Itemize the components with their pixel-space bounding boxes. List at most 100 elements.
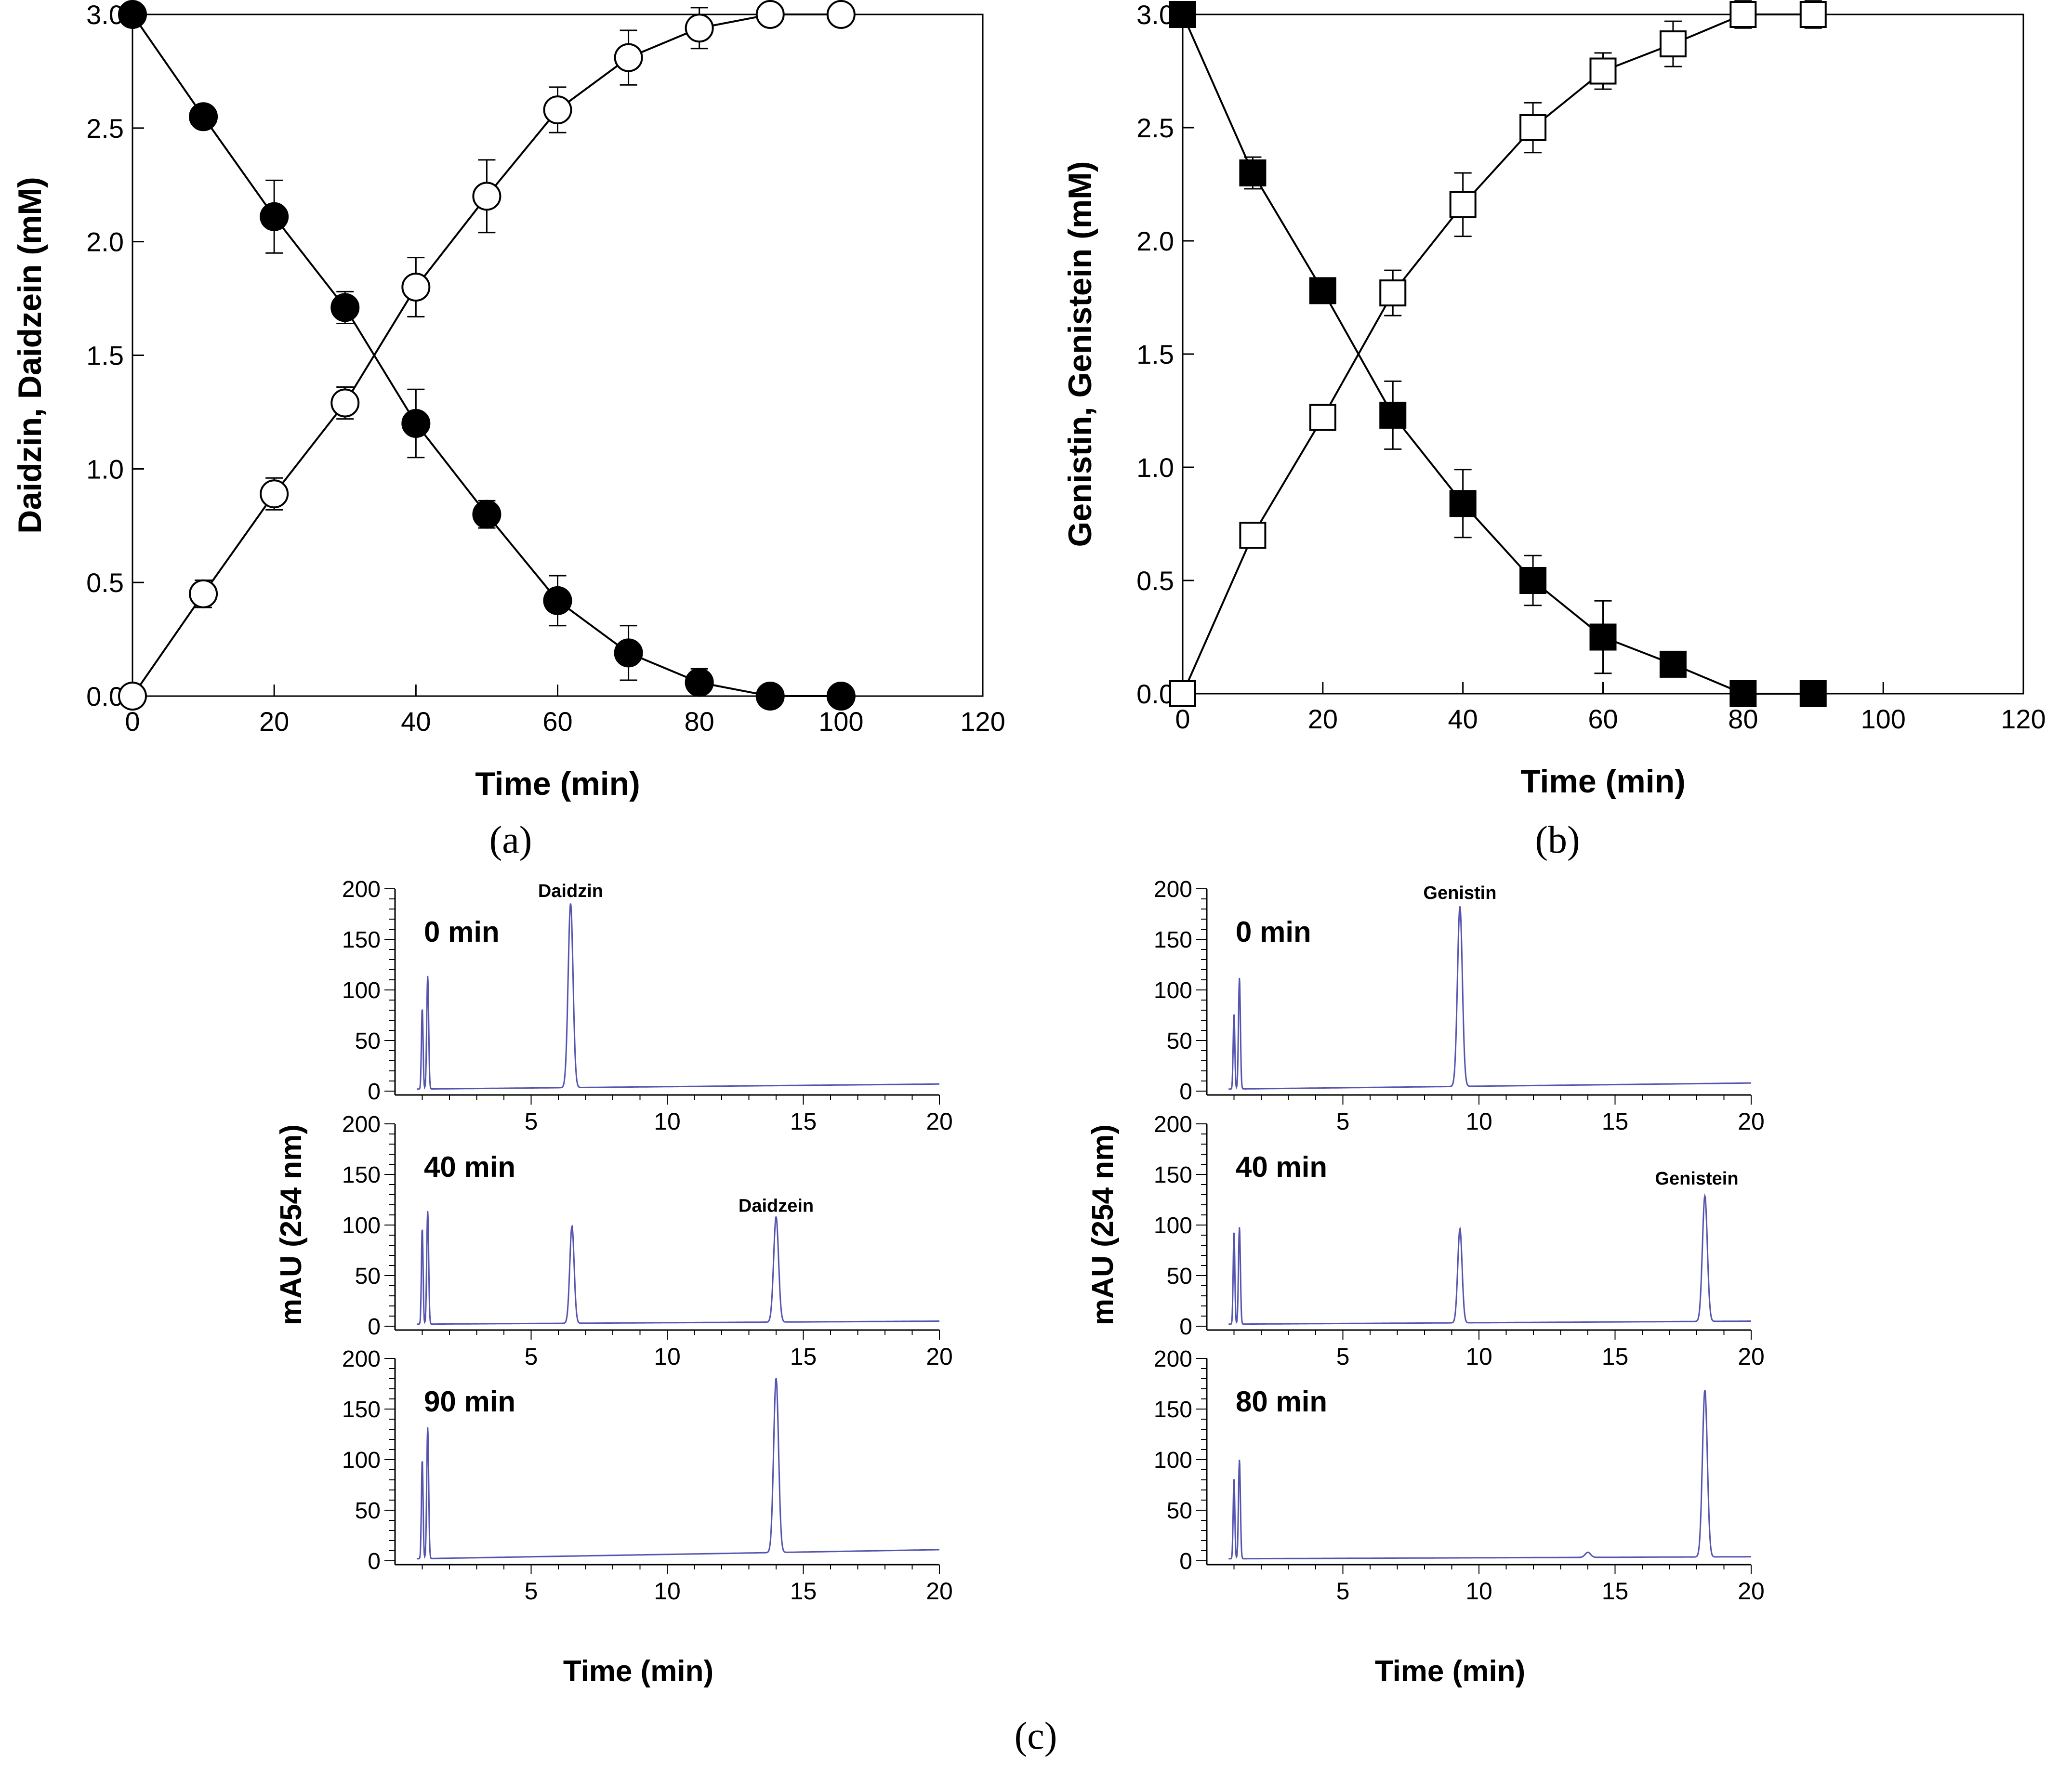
chrom-0-1-trace	[417, 1211, 939, 1325]
chrom-1-0-trace	[1228, 906, 1751, 1090]
chrom-1-0-y-tick-label: 150	[1154, 927, 1192, 953]
chrom-0-1-peak-annotation: Daidzein	[739, 1196, 814, 1216]
chrom-1-1-y-tick-label: 0	[1179, 1314, 1192, 1340]
genistein-point	[1449, 191, 1477, 218]
panel-b-y-axis-label: Genistin, Genistein (mM)	[1062, 161, 1098, 547]
chrom-1-1-x-tick-label: 10	[1465, 1343, 1492, 1370]
chrom-0-2-x-tick-label: 15	[790, 1578, 817, 1605]
chrom-0-0-peak-annotation: Daidzin	[538, 881, 603, 901]
chrom-0-1-x-tick-label: 10	[654, 1343, 681, 1370]
daidzin-point	[189, 102, 218, 132]
panel-b-y-tick-label: 3.0	[1136, 0, 1174, 30]
chrom-1-1-time-label: 40 min	[1236, 1151, 1327, 1183]
daidzein-point	[260, 479, 289, 509]
panel-b-y-tick-label: 2.0	[1136, 226, 1174, 256]
chrom-1-2-y-tick-label: 50	[1167, 1498, 1192, 1524]
genistin-point	[1239, 159, 1267, 186]
genistin-point	[1659, 650, 1687, 678]
chrom-1-2-y-tick-label: 200	[1154, 1346, 1192, 1372]
chrom-1-1-y-tick-label: 50	[1167, 1264, 1192, 1289]
series-daidzein-line	[132, 13, 841, 697]
panel-a-x-axis-label: Time (min)	[475, 765, 640, 802]
chrom-1-2-y-tick-label: 150	[1154, 1397, 1192, 1423]
genistein-point	[1659, 30, 1687, 58]
genistein-point	[1519, 114, 1547, 141]
chrom-1-2-y-tick-label: 0	[1179, 1549, 1192, 1574]
daidzin-point	[118, 0, 147, 29]
panel-b-x-tick-label: 20	[1308, 704, 1338, 734]
chrom-0-1-x-tick-label: 20	[926, 1343, 953, 1370]
chrom-1-2-x-tick-label: 10	[1465, 1578, 1492, 1605]
chrom-1-0-x-tick-label: 10	[1465, 1108, 1492, 1135]
genistin-point	[1169, 1, 1196, 28]
daidzin-point	[685, 668, 714, 697]
panel-b-chart: 0 20 40 60 80 100 120 0.0 0.5 1.0 1.5 2.0 2.5 3.0 Time…	[1062, 0, 2046, 800]
panel-a-y-tick-label: 0.0	[86, 681, 124, 712]
daidzein-point	[614, 43, 643, 72]
panel-a-y-tick-label: 1.0	[86, 454, 124, 484]
daidzein-point	[118, 682, 147, 711]
daidzin-point	[330, 293, 360, 322]
chrom-0-2-y-tick-label: 100	[342, 1448, 381, 1473]
panel-a-y-axis-label: Daidzin, Daidzein (mM)	[12, 177, 48, 533]
panel-b-x-tick-label: 40	[1448, 704, 1478, 734]
chrom-0-0-y-tick-label: 50	[355, 1028, 381, 1054]
genistein-point	[1169, 680, 1196, 707]
caption-b: (b)	[1535, 819, 1580, 861]
panel-b-x-tick-label: 60	[1588, 704, 1618, 734]
chrom-1-0-y-tick-label: 0	[1179, 1079, 1192, 1105]
genistin-point	[1729, 680, 1757, 707]
chrom-0-2-x-tick-label: 10	[654, 1578, 681, 1605]
chrom-0-0-y-tick-label: 0	[368, 1079, 381, 1105]
chrom-1-1-y-tick-label: 200	[1154, 1112, 1192, 1137]
chrom-0-1-y-tick-label: 200	[342, 1112, 381, 1137]
panel-a-x-tick-label: 0	[125, 706, 140, 737]
genistin-point	[1799, 680, 1827, 707]
genistin-point	[1449, 490, 1477, 517]
chrom-1-1-y-tick-label: 150	[1154, 1162, 1192, 1188]
chrom-1-2-y-tick-label: 100	[1154, 1448, 1192, 1473]
daidzin-point	[826, 682, 856, 711]
chrom-1-y-axis-label: mAU (254 nm)	[1086, 1124, 1120, 1325]
chrom-1-1-x-tick-label: 20	[1738, 1343, 1765, 1370]
chrom-1-1-peak-annotation: Genistein	[1655, 1169, 1738, 1189]
daidzein-point	[330, 388, 360, 418]
chrom-0-0-x-tick-label: 15	[790, 1108, 817, 1135]
panel-b-y-tick-label: 0.0	[1136, 679, 1174, 709]
chrom-1-0-y-tick-label: 200	[1154, 877, 1192, 902]
chrom-1-0-y-tick-label: 50	[1167, 1028, 1192, 1054]
daidzein-point	[543, 95, 572, 125]
daidzin-point	[401, 409, 431, 438]
panel-b-x-tick-label: 0	[1175, 704, 1190, 734]
chrom-1-2-x-tick-label: 15	[1602, 1578, 1629, 1605]
chrom-0-1-y-tick-label: 100	[342, 1213, 381, 1239]
chrom-1-2-x-tick-label: 5	[1336, 1578, 1350, 1605]
series-genistein-line	[1182, 13, 1813, 694]
chrom-1-1-y-tick-label: 100	[1154, 1213, 1192, 1239]
chrom-0-2-y-tick-label: 0	[368, 1549, 381, 1574]
chrom-0-1-x-tick-label: 5	[525, 1343, 538, 1370]
panel-b-y-tick-label: 2.5	[1136, 113, 1174, 143]
chrom-0-2-y-tick-label: 200	[342, 1346, 381, 1372]
genistein-point	[1309, 404, 1336, 431]
daidzin-point	[755, 682, 785, 711]
genistein-point	[1589, 57, 1617, 85]
panel-b-y-tick-label: 1.5	[1136, 339, 1174, 369]
chrom-0-y-axis-label: mAU (254 nm)	[275, 1124, 308, 1325]
panel-a-x-tick-label: 80	[685, 706, 714, 737]
panel-a-y-tick-label: 2.5	[86, 113, 124, 144]
chrom-0-0-y-tick-label: 150	[342, 927, 381, 953]
panel-a-x-tick-label: 100	[818, 706, 863, 737]
chrom-0-1-y-tick-label: 50	[355, 1264, 381, 1289]
chrom-0-0-x-tick-label: 20	[926, 1108, 953, 1135]
genistin-point	[1519, 567, 1547, 594]
daidzein-point	[401, 273, 431, 302]
panel-a-y-tick-label: 2.0	[86, 227, 124, 257]
panel-a-x-tick-label: 20	[259, 706, 289, 737]
chrom-0-0-y-tick-label: 100	[342, 978, 381, 1003]
caption-c: (c)	[1015, 1715, 1057, 1757]
daidzein-point	[472, 182, 502, 211]
chrom-0-1-x-tick-label: 15	[790, 1343, 817, 1370]
